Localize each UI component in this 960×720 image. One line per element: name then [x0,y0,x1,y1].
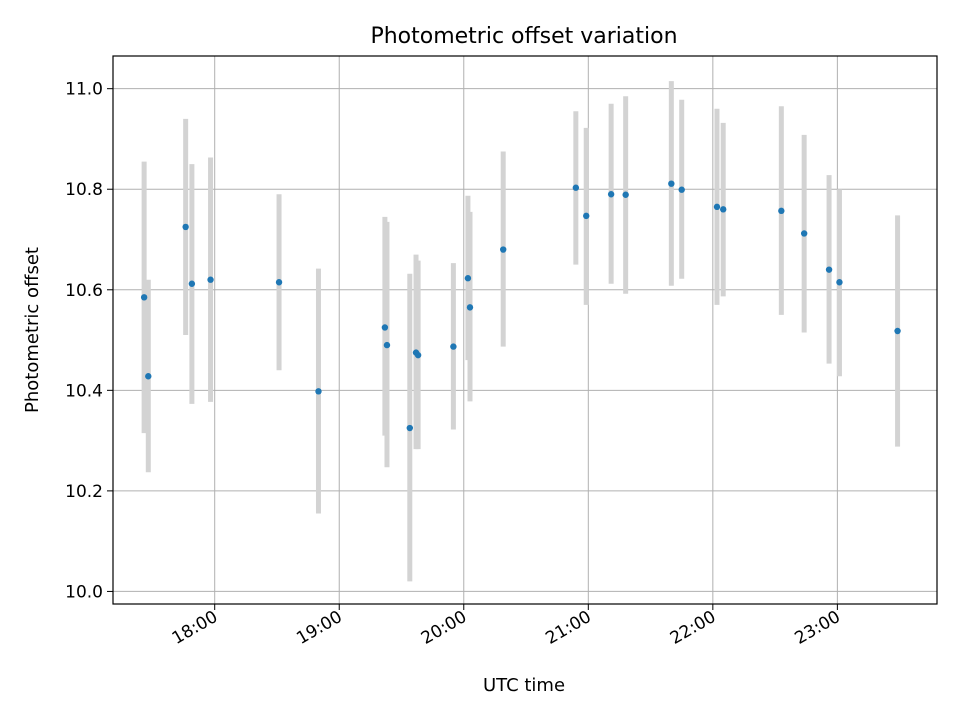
data-point [572,184,580,191]
data-point [720,206,727,213]
data-point [315,388,322,395]
data-point [383,341,391,349]
data-point [894,327,901,335]
data-point [836,279,843,286]
chart-title: Photometric offset variation [370,24,677,49]
data-point [607,191,615,198]
x-axis-label: UTC time [483,675,565,696]
data-point [207,276,214,283]
y-tick-label: 10.8 [65,180,103,200]
y-tick-label: 10.0 [65,582,103,602]
data-point [713,203,721,211]
data-point [450,343,457,350]
data-point [678,186,685,193]
y-tick-label: 10.2 [65,482,103,502]
data-point [668,180,675,187]
data-point [800,230,808,237]
data-point [583,212,590,220]
data-point [778,207,785,215]
data-point [182,223,189,231]
data-points [140,180,901,432]
y-tick-label: 10.6 [65,281,103,301]
y-axis-label: Photometric offset [22,247,43,413]
data-point [464,275,472,282]
y-tick-label: 11.0 [65,80,103,100]
data-point [466,304,474,311]
data-point [188,280,196,287]
data-point [140,294,148,301]
plot-frame [112,55,938,605]
data-point [406,424,414,432]
data-point [825,266,833,273]
data-point [275,279,283,286]
data-point [145,373,152,380]
data-point [622,191,629,198]
data-point [500,246,507,253]
data-point [414,351,422,359]
grid-layer [113,56,937,604]
y-tick-label: 10.4 [65,381,103,401]
data-point [381,324,389,331]
